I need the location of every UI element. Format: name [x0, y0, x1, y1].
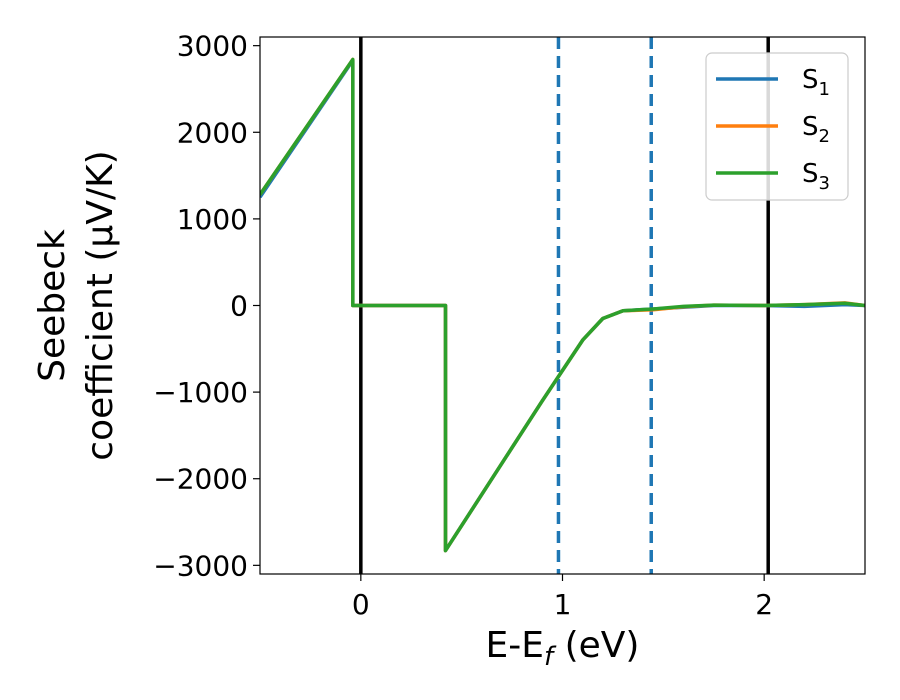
legend-label: S2	[802, 112, 830, 147]
legend-label-sub: 1	[819, 79, 830, 100]
y-axis: 3000 2000 1000 0 −1000 −2000 −3000	[153, 30, 260, 582]
y-tick-label: −2000	[153, 463, 248, 496]
x-axis-title-base: E-E	[486, 625, 544, 666]
x-tick-label: 1	[554, 588, 572, 621]
legend-label-base: S	[802, 159, 819, 189]
y-tick-label: 1000	[177, 203, 248, 236]
legend-label-base: S	[802, 65, 819, 95]
x-axis: 0 1 2	[352, 574, 773, 621]
legend-label-sub: 2	[819, 126, 830, 147]
y-tick-label: −3000	[153, 549, 248, 582]
legend-label-base: S	[802, 112, 819, 142]
series-line-s3	[260, 57, 865, 553]
legend-label-sub: 3	[819, 173, 830, 194]
y-tick-label: 0	[230, 290, 248, 323]
y-tick-label: 3000	[177, 30, 248, 63]
x-axis-title: E-Ef (eV)	[486, 625, 640, 672]
x-tick-label: 2	[755, 588, 773, 621]
y-axis-title-line1: Seebeck	[32, 229, 73, 382]
legend-label: S3	[802, 159, 830, 194]
x-axis-title-unit: (eV)	[553, 625, 639, 666]
y-tick-label: −1000	[153, 376, 248, 409]
legend-label: S1	[802, 65, 830, 100]
y-axis-title-line2: coefficient (μV/K)	[80, 150, 121, 460]
series-lines	[260, 57, 865, 553]
y-tick-label: 2000	[177, 116, 248, 149]
x-tick-label: 0	[352, 588, 370, 621]
